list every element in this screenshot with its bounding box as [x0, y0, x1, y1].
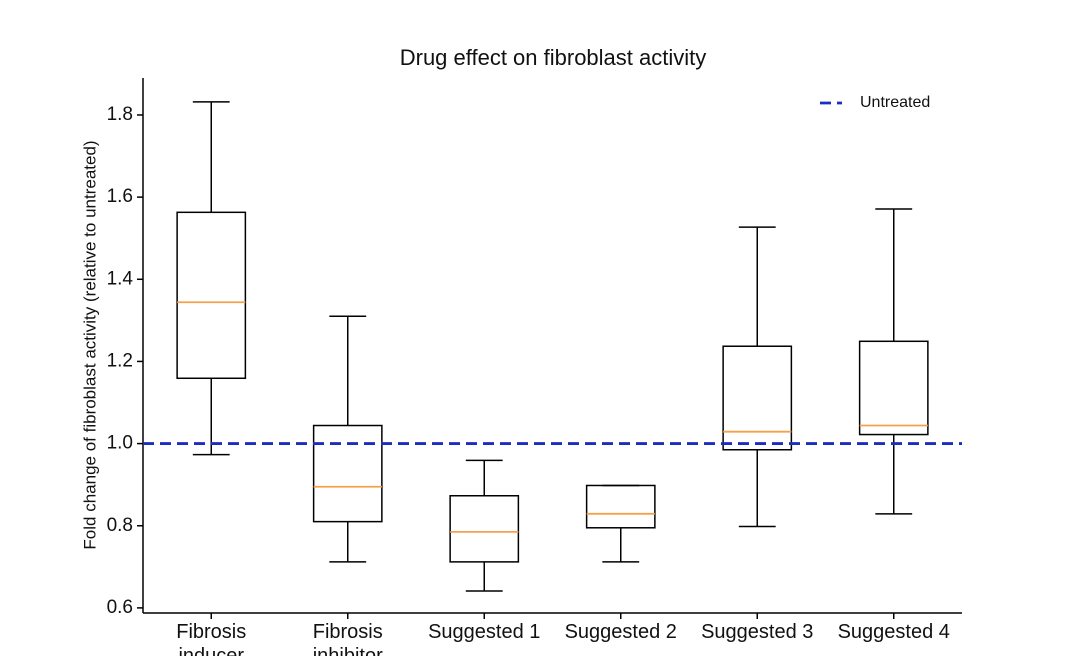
box [585, 484, 656, 529]
box [449, 495, 520, 563]
box [858, 340, 929, 436]
y-tick-label: 1.0 [107, 433, 133, 454]
chart-title: Drug effect on fibroblast activity [400, 45, 707, 70]
y-tick-label: 0.6 [107, 597, 133, 618]
y-tick-label: 1.8 [107, 104, 133, 125]
y-tick-label: 1.2 [107, 350, 133, 371]
x-tick-label: Suggested 4 [837, 621, 950, 643]
y-tick-label: 1.6 [107, 186, 133, 207]
box [722, 345, 793, 451]
legend-label: Untreated [860, 94, 930, 111]
box [312, 424, 383, 523]
y-axis-label: Fold change of fibroblast activity (rela… [80, 140, 99, 549]
x-tick-label: Suggested 2 [564, 621, 677, 643]
x-tick-label: Fibrosis inhibitor [312, 621, 383, 656]
x-tick-label: Suggested 3 [701, 621, 814, 643]
y-tick-label: 1.4 [107, 268, 134, 289]
y-tick-label: 0.8 [107, 515, 133, 536]
box [176, 211, 247, 380]
x-tick-label: Suggested 1 [428, 621, 541, 643]
x-tick-label: Fibrosis inducer [176, 621, 247, 656]
